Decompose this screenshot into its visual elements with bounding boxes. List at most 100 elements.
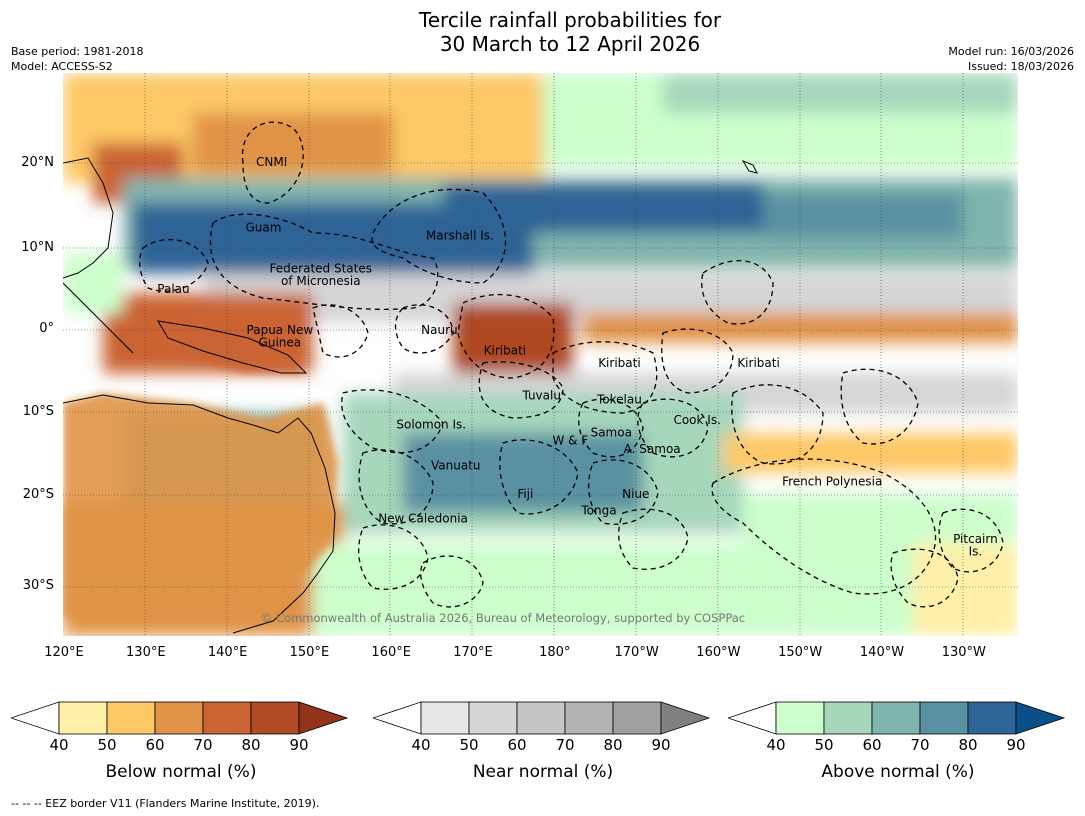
new-guinea-coast bbox=[157, 320, 308, 374]
longitude-label: 170°E bbox=[453, 645, 493, 660]
model-name: Model: ACCESS-S2 bbox=[11, 60, 113, 73]
latitude-label: 10°S bbox=[22, 404, 54, 419]
colorbar-tick-label: 40 bbox=[766, 736, 785, 754]
region-label: Palau bbox=[157, 282, 189, 296]
latitude-label: 0° bbox=[39, 321, 54, 336]
region-label: New Caledonia bbox=[378, 512, 468, 526]
colorbar: 40 50 60 70 80 90 bbox=[373, 701, 711, 754]
region-label: Kiribati bbox=[598, 356, 640, 370]
colorbar-tick-label: 70 bbox=[555, 736, 574, 754]
colorbar-tick-label: 80 bbox=[241, 736, 260, 754]
colorbar-min-extension bbox=[11, 701, 60, 735]
longitude-label: 150°E bbox=[289, 645, 330, 660]
longitude-label: 140°E bbox=[207, 645, 248, 660]
region-label: Kiribati bbox=[737, 356, 779, 370]
region-label: Is. bbox=[969, 544, 983, 558]
region-label: A. Samoa bbox=[624, 442, 681, 456]
coastlines bbox=[63, 157, 758, 634]
colorbar-segment bbox=[516, 701, 566, 735]
region-label: Papua New bbox=[247, 323, 314, 337]
colorbar-tick-label: 40 bbox=[49, 736, 68, 754]
region-label: Samoa bbox=[591, 426, 632, 440]
colorbar-segment bbox=[420, 701, 470, 735]
region-label: Tokelau bbox=[596, 393, 642, 407]
title-line-1: Tercile rainfall probabilities for bbox=[418, 8, 722, 32]
longitude-label: 170°W bbox=[614, 645, 659, 660]
colorbar-tick-label: 80 bbox=[958, 736, 977, 754]
colorbar-tick-label: 50 bbox=[459, 736, 478, 754]
meta-left: Base period: 1981-2018 Model: ACCESS-S2 bbox=[11, 44, 143, 74]
colorbar-max-extension bbox=[298, 701, 349, 735]
map-title: Tercile rainfall probabilities for 30 Ma… bbox=[0, 8, 1085, 56]
colorbar-tick-label: 60 bbox=[862, 736, 881, 754]
colorbar-segment bbox=[202, 701, 252, 735]
colorbar-segment bbox=[250, 701, 300, 735]
longitude-label: 160°E bbox=[371, 645, 411, 660]
colorbar: 40 50 60 70 80 90 bbox=[728, 701, 1066, 754]
colorbar-tick-label: 90 bbox=[1006, 736, 1025, 754]
region-label: French Polynesia bbox=[782, 475, 882, 489]
colorbar-title: Below normal (%) bbox=[105, 762, 257, 782]
hawaii-coast bbox=[741, 159, 758, 174]
eez-borders bbox=[139, 121, 1004, 608]
region-label: Tonga bbox=[580, 503, 616, 517]
region-label: CNMI bbox=[256, 155, 287, 169]
colorbar-segment bbox=[967, 701, 1017, 735]
longitude-label: 160°W bbox=[696, 645, 741, 660]
colorbar-tick-label: 60 bbox=[507, 736, 526, 754]
colorbar-segment bbox=[154, 701, 204, 735]
region-label: W & F bbox=[552, 434, 588, 448]
colorbar-max-extension bbox=[1015, 701, 1066, 735]
philippines-coast bbox=[63, 157, 114, 279]
latitude-label: 30°S bbox=[22, 578, 54, 593]
longitude-label: 180° bbox=[539, 645, 571, 660]
colorbar-segment bbox=[871, 701, 921, 735]
title-line-2: 30 March to 12 April 2026 bbox=[439, 32, 701, 56]
colorbar-tick-label: 40 bbox=[411, 736, 430, 754]
colorbar-tick-label: 50 bbox=[814, 736, 833, 754]
colorbar-segment bbox=[58, 701, 108, 735]
colorbar-segment bbox=[564, 701, 614, 735]
meta-right: Model run: 16/03/2026 Issued: 18/03/2026 bbox=[948, 44, 1074, 74]
issued-date: Issued: 18/03/2026 bbox=[967, 60, 1074, 73]
colorbar-segment bbox=[106, 701, 156, 735]
region-label: Vanuatu bbox=[431, 458, 481, 472]
australia-coast bbox=[63, 394, 336, 634]
colorbar-segment bbox=[823, 701, 873, 735]
latitude-label: 20°S bbox=[22, 487, 54, 502]
latitude-label: 20°N bbox=[21, 155, 54, 170]
colorbar-title: Near normal (%) bbox=[472, 762, 614, 782]
colorbar-min-extension bbox=[728, 701, 777, 735]
longitude-label: 130°W bbox=[941, 645, 986, 660]
indonesia-coast bbox=[63, 282, 134, 354]
graticule bbox=[63, 73, 1018, 636]
colorbar-segment bbox=[775, 701, 825, 735]
longitude-label: 120°E bbox=[44, 645, 84, 660]
colorbar-title: Above normal (%) bbox=[821, 762, 975, 782]
latitude-label: 10°N bbox=[21, 240, 54, 255]
colorbar-tick-label: 80 bbox=[603, 736, 622, 754]
region-label: Federated States bbox=[270, 262, 372, 276]
longitude-label: 140°W bbox=[859, 645, 905, 660]
region-label: Solomon Is. bbox=[396, 417, 466, 431]
region-label: Guinea bbox=[259, 335, 302, 349]
longitude-label: 130°E bbox=[126, 645, 166, 660]
colorbar-tick-label: 70 bbox=[193, 736, 212, 754]
region-label: Pitcairn bbox=[953, 532, 998, 546]
region-label: Niue bbox=[622, 487, 649, 501]
model-run: Model run: 16/03/2026 bbox=[948, 45, 1074, 58]
region-label: Cook Is. bbox=[673, 413, 720, 427]
colorbar-tick-label: 90 bbox=[651, 736, 670, 754]
colorbar-segment bbox=[919, 701, 969, 735]
colorbar-tick-label: 90 bbox=[289, 736, 308, 754]
region-label: Nauru bbox=[421, 323, 457, 337]
eez-footnote: -- -- -- EEZ border V11 (Flanders Marine… bbox=[11, 797, 320, 810]
region-label: Tuvalu bbox=[521, 389, 561, 403]
region-label: Fiji bbox=[517, 487, 533, 501]
colorbar-tick-label: 50 bbox=[97, 736, 116, 754]
region-label: Guam bbox=[246, 221, 282, 235]
colorbar-tick-label: 70 bbox=[910, 736, 929, 754]
colorbar-min-extension bbox=[373, 701, 422, 735]
